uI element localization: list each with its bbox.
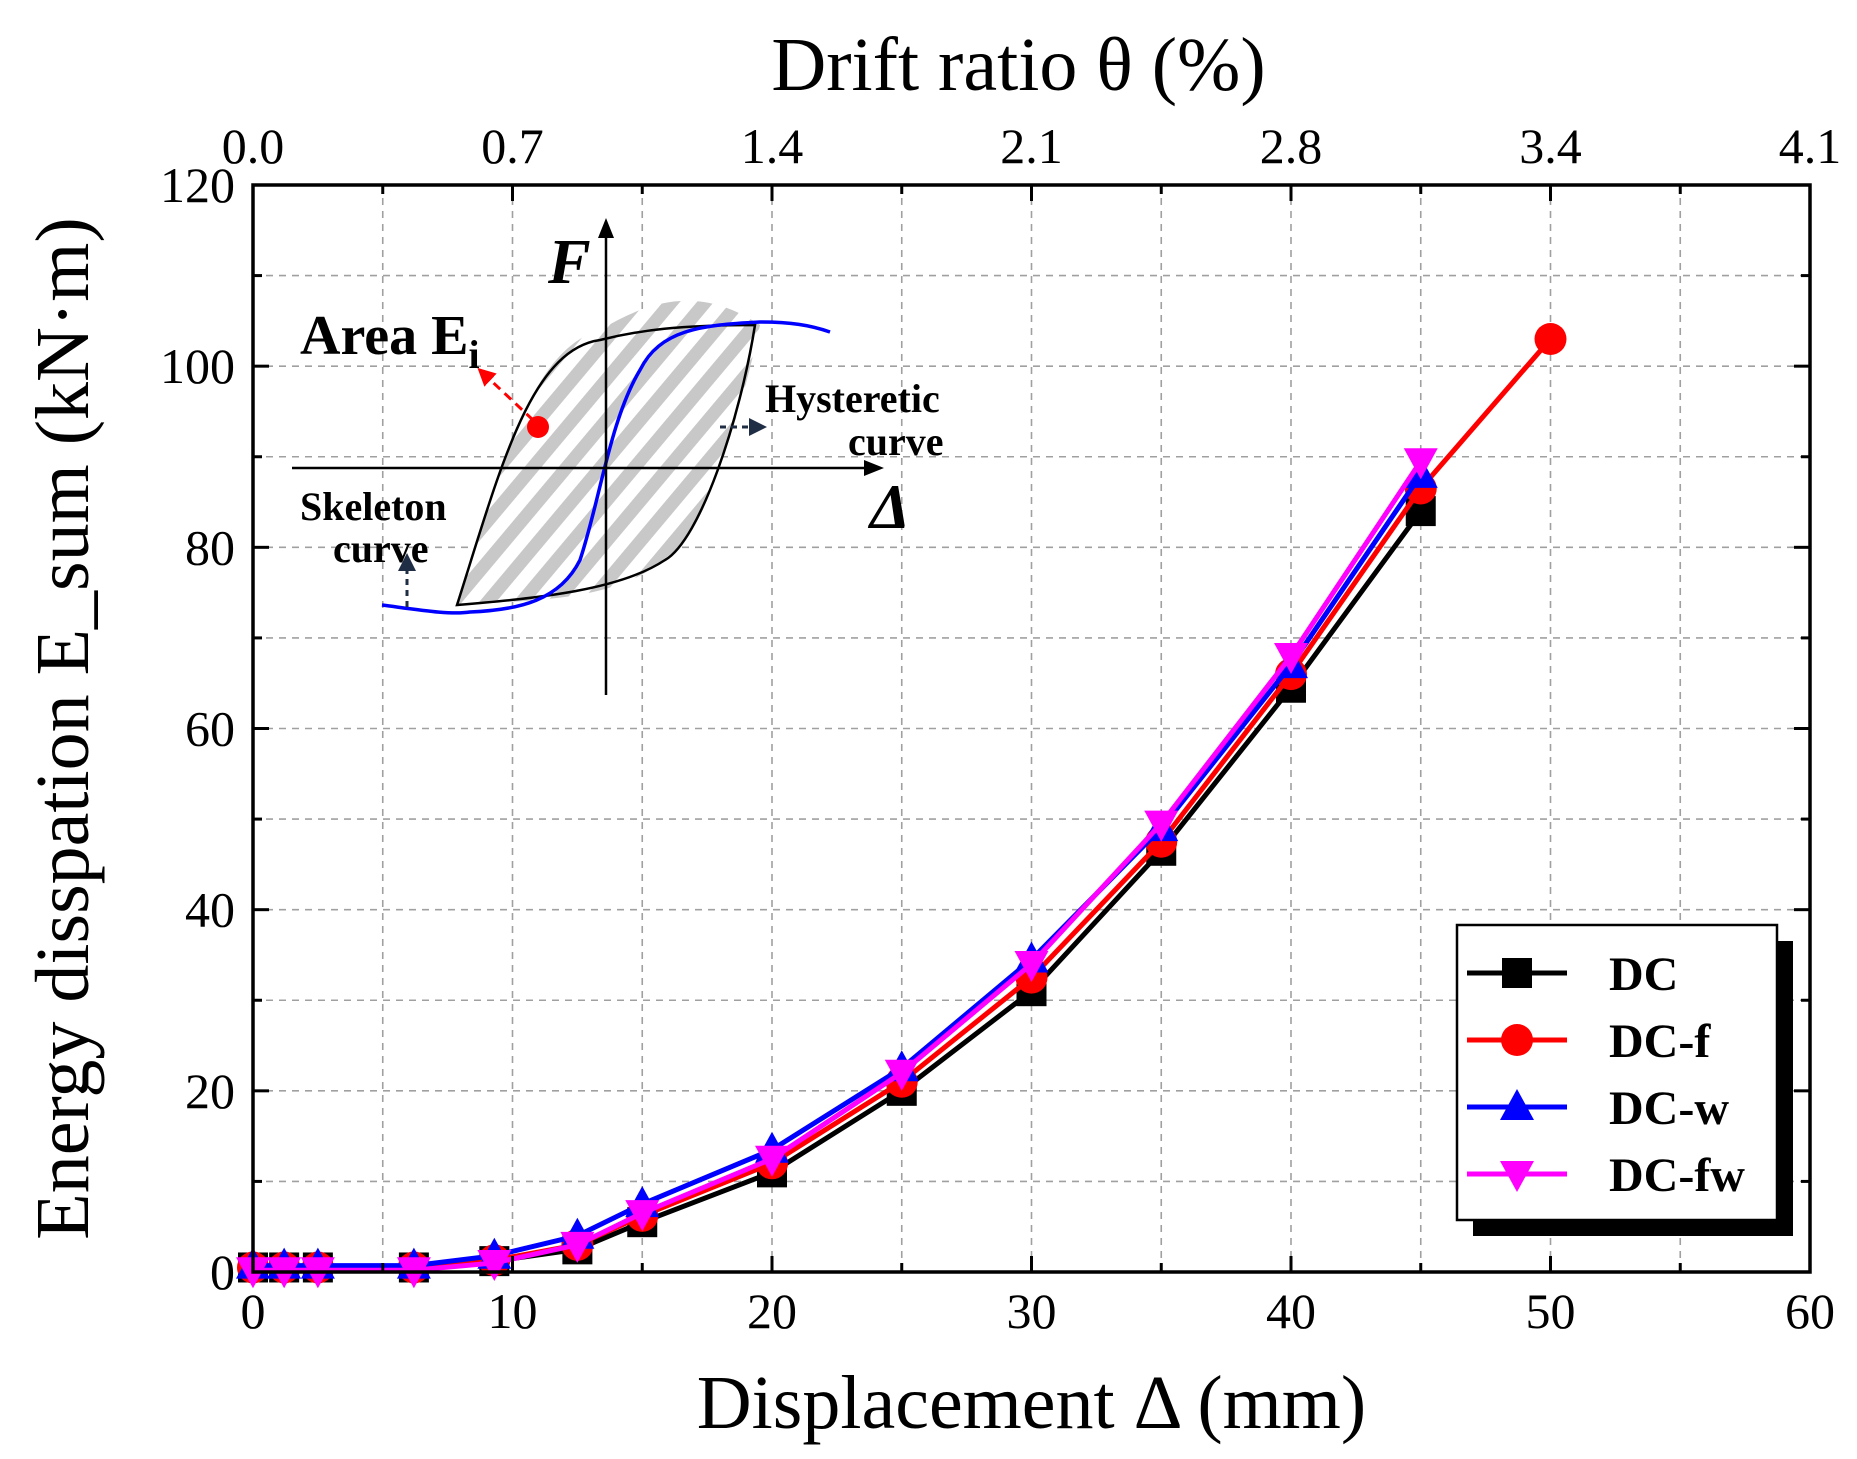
- y-axis-title: Energy disspation E_sum (kN·m): [21, 217, 105, 1239]
- area-pointer-arrow: [477, 367, 535, 422]
- hysteretic-curve: [455, 323, 757, 607]
- x2-tick-label: 4.1: [1779, 118, 1842, 174]
- legend-marker-dc: [1502, 958, 1532, 988]
- x-tick-label: 60: [1785, 1283, 1835, 1339]
- x-tick-label: 20: [747, 1283, 797, 1339]
- legend-label-dc-w: DC-w: [1609, 1082, 1729, 1135]
- inset-displacement-arrowhead: [864, 460, 884, 476]
- series-dc-w: [236, 456, 1438, 1279]
- inset-area-label: Area Ei: [300, 305, 480, 377]
- x-tick-label: 40: [1266, 1283, 1316, 1339]
- legend-label-dc-f: DC-f: [1609, 1015, 1711, 1068]
- data-point-dc-fw: [477, 1249, 512, 1281]
- x-tick-label: 10: [488, 1283, 538, 1339]
- y-tick-label: 20: [185, 1063, 235, 1119]
- data-point-dc-fw: [1144, 810, 1179, 842]
- inset-hysteresis-diagram: F Δ Area Ei Hysteretic curve Skeleton cu…: [292, 218, 944, 695]
- x2-axis-title: Drift ratio θ (%): [771, 23, 1265, 107]
- x-tick-label: 50: [1526, 1283, 1576, 1339]
- x2-tick-label: 3.4: [1519, 118, 1582, 174]
- legend-label-dc: DC: [1609, 948, 1678, 1001]
- x2-tick-label: 2.1: [1000, 118, 1063, 174]
- data-point-dc-fw: [884, 1059, 919, 1091]
- area-marker-dot: [527, 416, 549, 438]
- hysteretic-label-line1: Hysteretic: [765, 376, 940, 421]
- inset-force-arrowhead: [598, 218, 614, 238]
- data-point-dc-fw: [625, 1200, 660, 1232]
- axes-layer: 0 0.0 10 0.7 20 1.4 30 2.1 40 2.8 50 3.4 60 4.1 0 20 40 6…: [21, 23, 1841, 1445]
- inset-displacement-label: Δ: [867, 471, 910, 542]
- legend-marker-dc-w: [1500, 1089, 1534, 1120]
- y-tick-label: 120: [160, 157, 235, 213]
- y-tick-label: 60: [185, 701, 235, 757]
- x2-tick-label: 1.4: [741, 118, 804, 174]
- series-dc-fw: [236, 448, 1438, 1289]
- x-axis-title: Displacement Δ (mm): [697, 1361, 1366, 1445]
- x2-tick-label: 0.0: [222, 118, 285, 174]
- series-dc: [238, 496, 1436, 1283]
- data-point-dc-fw: [1014, 951, 1049, 983]
- x-tick-label: 30: [1007, 1283, 1057, 1339]
- legend: DC DC-f DC-w DC-fw: [1455, 923, 1793, 1236]
- y-tick-label: 0: [210, 1244, 235, 1300]
- hysteretic-label-line2: curve: [848, 419, 944, 464]
- skeleton-label-line2: curve: [333, 526, 429, 571]
- series-layer: [236, 322, 1567, 1289]
- x2-tick-label: 0.7: [481, 118, 544, 174]
- series-line-dc: [253, 509, 1423, 1270]
- legend-marker-dc-f: [1501, 1024, 1533, 1056]
- series-line-dc-w: [253, 473, 1423, 1269]
- x-tick-label: 0: [241, 1283, 266, 1339]
- data-point-dc-fw: [560, 1231, 595, 1263]
- y-tick-label: 100: [160, 338, 235, 394]
- y-tick-label: 40: [185, 882, 235, 938]
- data-point-dc-fw: [1274, 643, 1308, 675]
- x2-tick-label: 2.8: [1260, 118, 1323, 174]
- skeleton-label-line1: Skeleton: [300, 484, 447, 529]
- data-point-dc-f: [1534, 322, 1567, 355]
- series-line-dc-fw: [253, 459, 1423, 1273]
- data-point-dc-fw: [1403, 448, 1438, 480]
- inset-force-label: F: [547, 226, 591, 297]
- data-point-dc-fw: [755, 1145, 789, 1177]
- y-tick-label: 80: [185, 519, 235, 575]
- legend-marker-dc-fw: [1500, 1161, 1534, 1192]
- legend-label-dc-fw: DC-fw: [1609, 1149, 1745, 1202]
